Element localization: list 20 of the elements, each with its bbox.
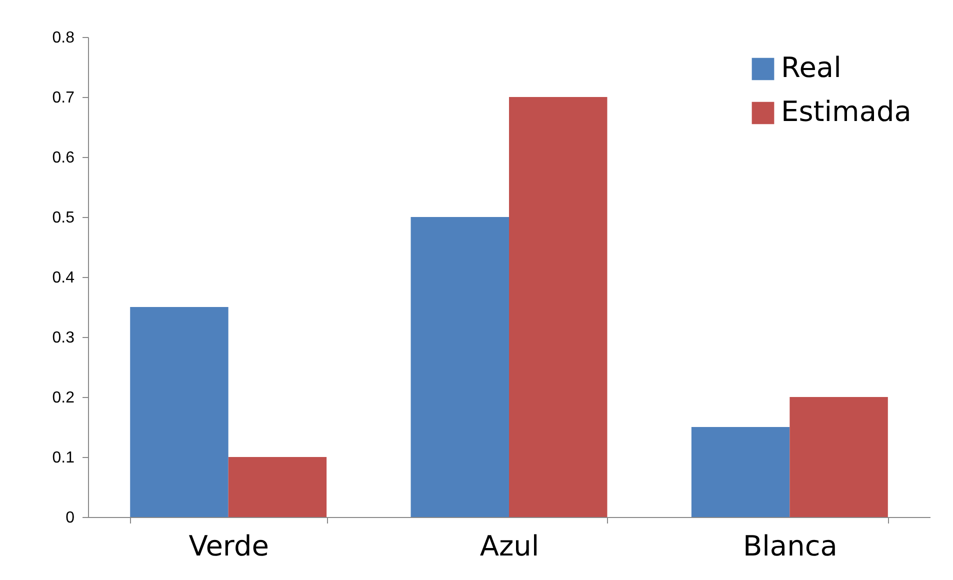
y-tick-label: 0.6 xyxy=(52,150,75,166)
x-tick-label: Verde xyxy=(188,530,269,562)
legend-label: Estimada xyxy=(781,95,912,128)
y-tick-label: 0.5 xyxy=(52,210,75,226)
bar xyxy=(790,397,888,517)
y-tick-label: 0.7 xyxy=(52,90,75,106)
bar xyxy=(228,457,327,517)
y-tick-label: 0 xyxy=(66,510,75,526)
y-tick-label: 0.4 xyxy=(52,270,75,286)
bar xyxy=(691,427,790,517)
x-tick-label: Azul xyxy=(480,530,540,562)
y-tick-label: 0.2 xyxy=(52,390,75,406)
y-tick-label: 0.8 xyxy=(52,30,75,46)
y-tick-label: 0.1 xyxy=(52,450,75,466)
x-tick-label: Blanca xyxy=(742,530,838,562)
y-tick-label: 0.3 xyxy=(52,330,75,346)
bar xyxy=(410,217,509,517)
bar xyxy=(509,97,608,517)
legend-label: Real xyxy=(781,51,842,84)
bar xyxy=(130,307,228,517)
